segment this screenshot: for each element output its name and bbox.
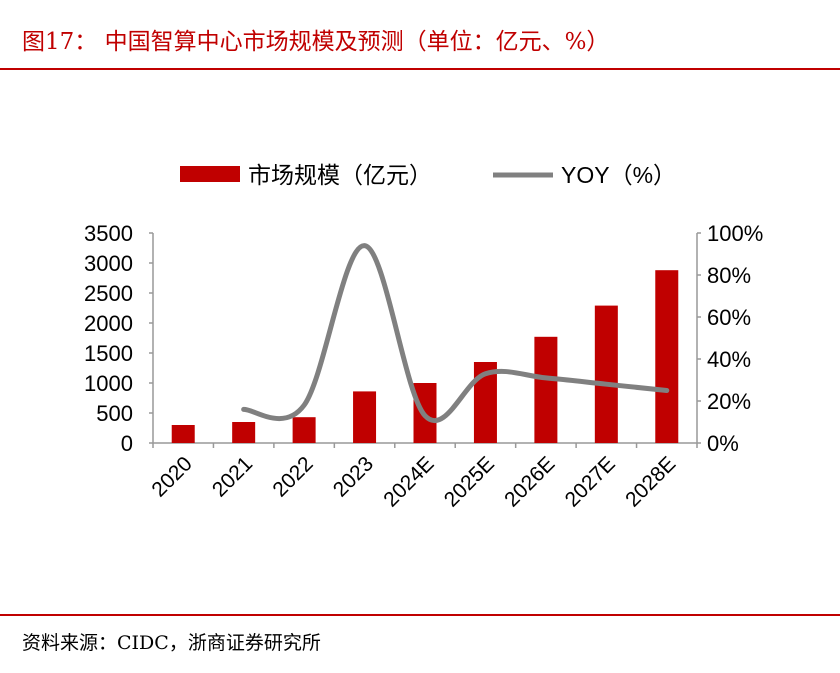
title-divider <box>0 68 840 70</box>
left-tick-label: 500 <box>96 401 133 426</box>
left-tick-label: 1500 <box>84 341 133 366</box>
right-tick-label: 60% <box>707 305 751 330</box>
x-tick-label: 2020 <box>147 452 196 501</box>
right-tick-label: 80% <box>707 263 751 288</box>
x-tick-label: 2028E <box>621 452 680 511</box>
bar <box>655 270 679 443</box>
x-tick-label: 2025E <box>440 452 499 511</box>
left-tick-label: 3500 <box>84 221 133 246</box>
x-tick-label: 2027E <box>561 452 620 511</box>
left-tick-label: 3000 <box>84 251 133 276</box>
bar <box>473 362 497 443</box>
bar <box>292 417 316 443</box>
source-note: 资料来源：CIDC，浙商证券研究所 <box>22 632 321 654</box>
right-tick-label: 40% <box>707 347 751 372</box>
left-tick-label: 2500 <box>84 281 133 306</box>
left-tick-label: 1000 <box>84 371 133 396</box>
right-tick-label: 100% <box>707 221 763 246</box>
bar <box>534 336 558 443</box>
legend-line-label: YOY（%） <box>561 162 676 188</box>
right-tick-label: 20% <box>707 389 751 414</box>
bar <box>353 391 377 443</box>
x-tick-label: 2021 <box>208 452 257 501</box>
chart: 0 500 1000 1500 2000 2500 3000 3500 0% 20% 40% 60% 8… <box>84 162 763 511</box>
bar <box>171 425 195 443</box>
bar <box>594 305 618 443</box>
right-tick-label: 0% <box>707 431 739 456</box>
x-tick-label: 2023 <box>329 452 378 501</box>
bar <box>232 422 256 443</box>
footer-divider <box>0 614 840 616</box>
legend-bar-label: 市场规模（亿元） <box>248 162 432 188</box>
left-tick-label: 0 <box>121 431 133 456</box>
x-tick-label: 2026E <box>500 452 559 511</box>
x-tick-label: 2022 <box>268 452 317 501</box>
figure-title: 图17： 中国智算中心市场规模及预测（单位：亿元、%） <box>22 29 610 55</box>
legend-bar-swatch <box>180 166 240 182</box>
x-tick-label: 2024E <box>379 452 438 511</box>
left-tick-label: 2000 <box>84 311 133 336</box>
